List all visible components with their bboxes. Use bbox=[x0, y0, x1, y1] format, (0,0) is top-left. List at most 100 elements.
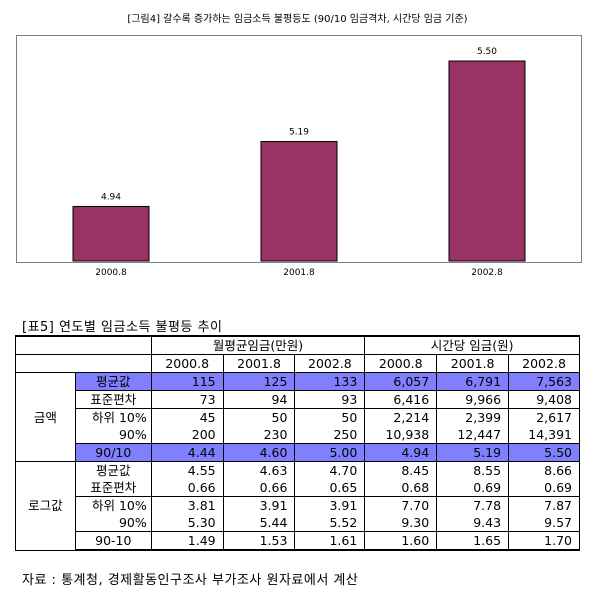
row-label: 하위 10% bbox=[74, 408, 152, 426]
table-cell: 50 bbox=[222, 408, 296, 426]
year-header: 2001.8 bbox=[436, 354, 510, 373]
table-row: 하위 10% 3.81 3.91 3.91 7.70 7.78 7.87 bbox=[16, 496, 580, 514]
bar-chart: 4.94 5.19 5.50 bbox=[16, 35, 582, 263]
header-corner-2 bbox=[15, 354, 152, 373]
table-row: 하위 10% 45 50 50 2,214 2,399 2,617 bbox=[16, 408, 580, 426]
table-cell: 9.57 bbox=[508, 514, 580, 532]
group-label-log: 로그값 bbox=[15, 461, 76, 551]
table-cell: 5.44 bbox=[222, 514, 296, 532]
table-row: 90/10 4.44 4.60 5.00 4.94 5.19 5.50 bbox=[16, 443, 580, 462]
table-cell: 1.53 bbox=[222, 531, 296, 551]
bar-2001.8 bbox=[260, 141, 338, 262]
table-header-row-groups: 월평균임금(만원) 시간당 임금(원) bbox=[15, 335, 580, 355]
table-cell: 1.65 bbox=[436, 531, 510, 551]
row-label: 90% bbox=[74, 514, 152, 532]
row-label: 90% bbox=[74, 426, 152, 444]
header-hourly-wage: 시간당 임금(원) bbox=[364, 335, 580, 355]
table-cell: 4.63 bbox=[222, 461, 296, 479]
table-cell: 4.60 bbox=[222, 443, 296, 462]
table-cell: 5.19 bbox=[436, 443, 510, 462]
table-cell: 133 bbox=[294, 372, 366, 391]
bar-2002.8 bbox=[448, 60, 526, 262]
table-row: 금액 평균값 115 125 133 6,057 6,791 7,563 bbox=[15, 372, 580, 462]
table-cell: 9,408 bbox=[508, 390, 580, 409]
table-cell: 5.30 bbox=[150, 514, 224, 532]
bar-value-label: 4.94 bbox=[101, 192, 121, 202]
x-tick-label: 2002.8 bbox=[471, 268, 503, 278]
table-cell: 0.66 bbox=[222, 479, 296, 497]
bar-chart-svg: 4.94 5.19 5.50 bbox=[72, 47, 526, 262]
table-cell: 12,447 bbox=[436, 426, 510, 444]
table-row: 90% 5.30 5.44 5.52 9.30 9.43 9.57 bbox=[16, 514, 580, 532]
table-cell: 230 bbox=[222, 426, 296, 444]
table-cell: 9,966 bbox=[436, 390, 510, 409]
inequality-table: 월평균임금(만원) 시간당 임금(원) 2000.8 2001.8 2002.8… bbox=[15, 335, 580, 551]
table-cell: 0.66 bbox=[150, 479, 224, 497]
bar-2000.8 bbox=[72, 205, 150, 262]
table-cell: 0.68 bbox=[364, 479, 438, 497]
table-cell: 4.94 bbox=[364, 443, 438, 462]
table-cell: 125 bbox=[222, 372, 296, 391]
table-cell: 7.87 bbox=[508, 496, 580, 514]
table-cell: 6,791 bbox=[436, 372, 510, 391]
table-cell: 115 bbox=[150, 372, 224, 391]
table-cell: 8.45 bbox=[364, 461, 438, 479]
year-header: 2001.8 bbox=[222, 354, 296, 373]
table-cell: 4.44 bbox=[150, 443, 224, 462]
table-cell: 0.69 bbox=[436, 479, 510, 497]
row-label: 90-10 bbox=[74, 531, 152, 551]
table-cell: 4.70 bbox=[294, 461, 366, 479]
table-row: 표준편차 73 94 93 6,416 9,966 9,408 bbox=[16, 390, 580, 409]
header-monthly-wage: 월평균임금(만원) bbox=[150, 335, 366, 355]
table-cell: 5.52 bbox=[294, 514, 366, 532]
year-header: 2002.8 bbox=[508, 354, 580, 373]
row-label: 90/10 bbox=[74, 443, 152, 462]
group-label-amount: 금액 bbox=[15, 372, 76, 462]
table-cell: 8.55 bbox=[436, 461, 510, 479]
table-cell: 9.30 bbox=[364, 514, 438, 532]
table-cell: 1.70 bbox=[508, 531, 580, 551]
bar-value-label: 5.19 bbox=[289, 128, 309, 138]
table-cell: 1.61 bbox=[294, 531, 366, 551]
row-label: 평균값 bbox=[74, 372, 152, 391]
table-cell: 9.43 bbox=[436, 514, 510, 532]
table-cell: 45 bbox=[150, 408, 224, 426]
table-cell: 0.65 bbox=[294, 479, 366, 497]
table-cell: 7.78 bbox=[436, 496, 510, 514]
table-title: [표5] 연도별 임금소득 불평등 추이 bbox=[22, 320, 223, 335]
table-cell: 3.81 bbox=[150, 496, 224, 514]
source-note: 자료 : 통계청, 경제활동인구조사 부가조사 원자료에서 계산 bbox=[22, 573, 359, 588]
table-cell: 5.50 bbox=[508, 443, 580, 462]
row-label: 하위 10% bbox=[74, 496, 152, 514]
row-label: 표준편차 bbox=[74, 390, 152, 409]
header-corner bbox=[15, 335, 152, 355]
year-header: 2000.8 bbox=[364, 354, 438, 373]
bar-value-label: 5.50 bbox=[477, 47, 497, 57]
table-cell: 2,399 bbox=[436, 408, 510, 426]
table-row: 표준편차 0.66 0.66 0.65 0.68 0.69 0.69 bbox=[16, 479, 580, 497]
year-header: 2000.8 bbox=[150, 354, 224, 373]
table-cell: 4.55 bbox=[150, 461, 224, 479]
table-cell: 2,214 bbox=[364, 408, 438, 426]
table-cell: 250 bbox=[294, 426, 366, 444]
table-row: 90% 200 230 250 10,938 12,447 14,391 bbox=[16, 426, 580, 444]
row-label: 평균값 bbox=[74, 461, 152, 479]
table-cell: 0.69 bbox=[508, 479, 580, 497]
figure-title: [그림4] 갈수록 증가하는 임금소득 불평등도 (90/10 임금격차, 시간… bbox=[127, 14, 468, 25]
x-tick-label: 2000.8 bbox=[95, 268, 127, 278]
table-cell: 10,938 bbox=[364, 426, 438, 444]
table-row: 로그값 평균값 4.55 4.63 4.70 8.45 8.55 8.66 bbox=[15, 461, 580, 551]
table-cell: 1.49 bbox=[150, 531, 224, 551]
table-cell: 7,563 bbox=[508, 372, 580, 391]
table-cell: 6,416 bbox=[364, 390, 438, 409]
table-cell: 3.91 bbox=[222, 496, 296, 514]
table-cell: 2,617 bbox=[508, 408, 580, 426]
table-cell: 8.66 bbox=[508, 461, 580, 479]
year-header: 2002.8 bbox=[294, 354, 366, 373]
table-cell: 200 bbox=[150, 426, 224, 444]
table-cell: 73 bbox=[150, 390, 224, 409]
table-cell: 93 bbox=[294, 390, 366, 409]
table-cell: 50 bbox=[294, 408, 366, 426]
table-row: 90-10 1.49 1.53 1.61 1.60 1.65 1.70 bbox=[16, 531, 580, 551]
table-cell: 5.00 bbox=[294, 443, 366, 462]
